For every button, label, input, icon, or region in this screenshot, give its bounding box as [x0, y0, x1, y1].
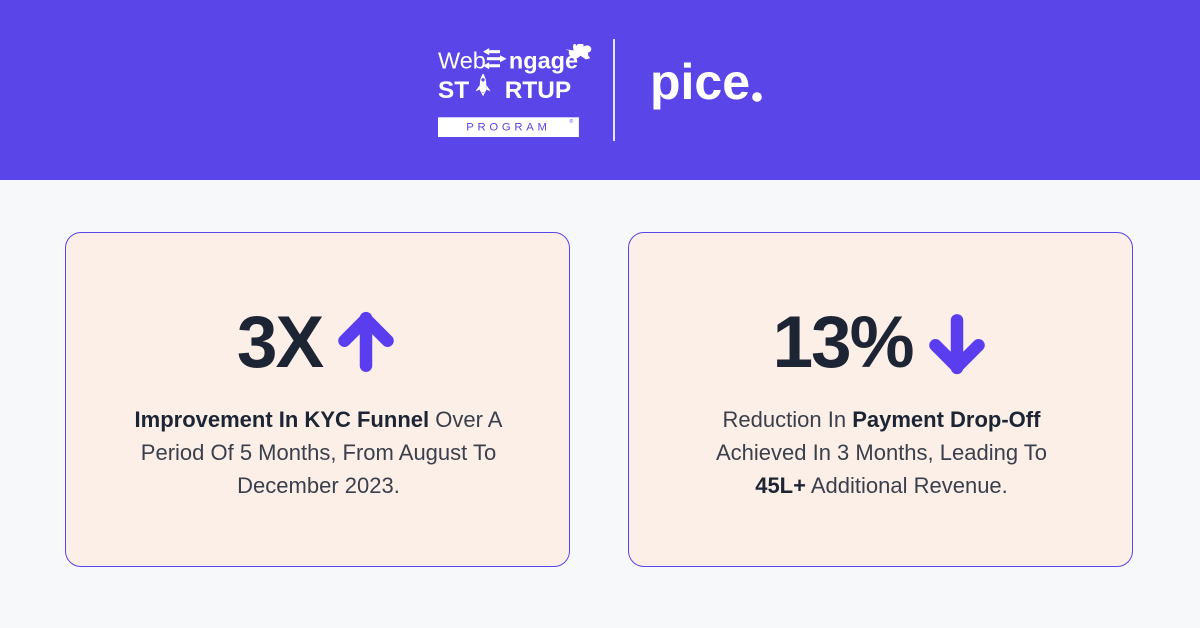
- svg-text:Web: Web: [438, 47, 486, 73]
- svg-text:PROGRAM: PROGRAM: [466, 121, 551, 133]
- svg-text:ngage: ngage: [509, 47, 578, 73]
- svg-text:ST: ST: [438, 77, 469, 104]
- svg-text:®: ®: [570, 118, 574, 125]
- svg-text:pice: pice: [650, 56, 750, 110]
- svg-text:RTUP: RTUP: [505, 77, 571, 104]
